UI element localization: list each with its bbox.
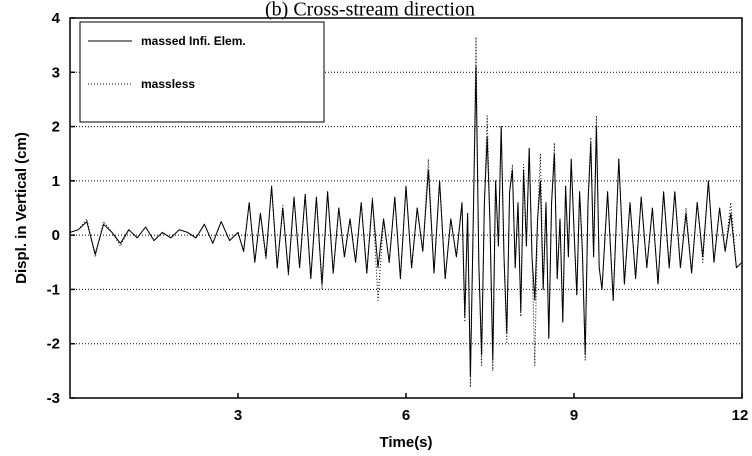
y-tick-label: 0 [52, 227, 60, 244]
y-tick-label: 3 [52, 64, 60, 81]
x-tick-label: 9 [570, 407, 578, 424]
y-tick-label: 1 [52, 173, 60, 190]
y-tick-label: 2 [52, 119, 60, 136]
legend-label-massed: massed Infi. Elem. [141, 34, 246, 48]
series-line-massed [69, 66, 743, 377]
y-tick-label: -2 [47, 336, 60, 353]
series-layer [69, 36, 743, 388]
legend-label-massless: massless [141, 77, 195, 91]
series-line-massless [69, 36, 743, 388]
x-axis-label: Time(s) [379, 434, 432, 451]
x-tick-label: 3 [234, 407, 242, 424]
y-axis-label: Displ. in Vertical (cm) [13, 132, 30, 284]
x-tick-label: 6 [402, 407, 410, 424]
y-tick-label: 4 [52, 10, 61, 27]
legend-box [79, 21, 325, 123]
chart-title: (b) Cross-stream direction [265, 0, 475, 21]
x-tick-label: 12 [732, 407, 749, 424]
y-tick-label: -3 [47, 390, 60, 407]
y-tick-label: -1 [47, 281, 60, 298]
legend: massed Infi. Elem. massless [79, 21, 325, 123]
